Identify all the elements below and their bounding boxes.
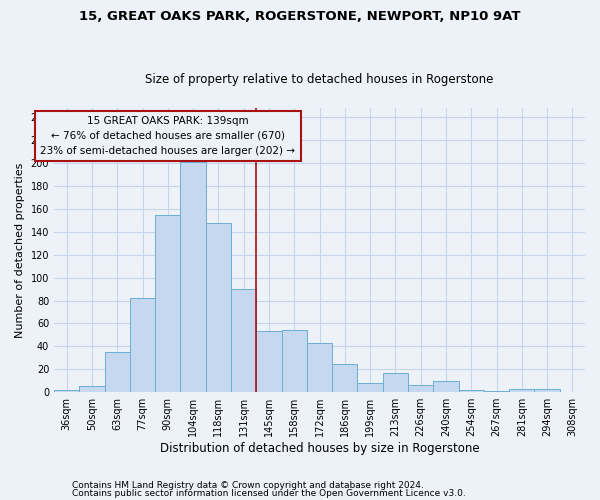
Text: Contains HM Land Registry data © Crown copyright and database right 2024.: Contains HM Land Registry data © Crown c… xyxy=(72,481,424,490)
Bar xyxy=(484,391,509,392)
Bar xyxy=(307,343,332,392)
Bar xyxy=(433,380,458,392)
Bar xyxy=(79,386,104,392)
Y-axis label: Number of detached properties: Number of detached properties xyxy=(15,162,25,338)
X-axis label: Distribution of detached houses by size in Rogerstone: Distribution of detached houses by size … xyxy=(160,442,479,455)
Bar xyxy=(54,390,79,392)
Bar xyxy=(332,364,358,392)
Bar xyxy=(130,298,155,392)
Bar xyxy=(281,330,307,392)
Bar xyxy=(104,352,130,392)
Text: 15, GREAT OAKS PARK, ROGERSTONE, NEWPORT, NP10 9AT: 15, GREAT OAKS PARK, ROGERSTONE, NEWPORT… xyxy=(79,10,521,23)
Bar xyxy=(181,162,206,392)
Bar xyxy=(535,389,560,392)
Bar xyxy=(458,390,484,392)
Bar xyxy=(408,386,433,392)
Bar xyxy=(358,383,383,392)
Bar xyxy=(509,389,535,392)
Text: 15 GREAT OAKS PARK: 139sqm
← 76% of detached houses are smaller (670)
23% of sem: 15 GREAT OAKS PARK: 139sqm ← 76% of deta… xyxy=(40,116,295,156)
Bar xyxy=(155,214,181,392)
Bar xyxy=(256,332,281,392)
Text: Contains public sector information licensed under the Open Government Licence v3: Contains public sector information licen… xyxy=(72,488,466,498)
Bar xyxy=(231,289,256,392)
Bar xyxy=(206,222,231,392)
Bar xyxy=(383,372,408,392)
Title: Size of property relative to detached houses in Rogerstone: Size of property relative to detached ho… xyxy=(145,73,494,86)
